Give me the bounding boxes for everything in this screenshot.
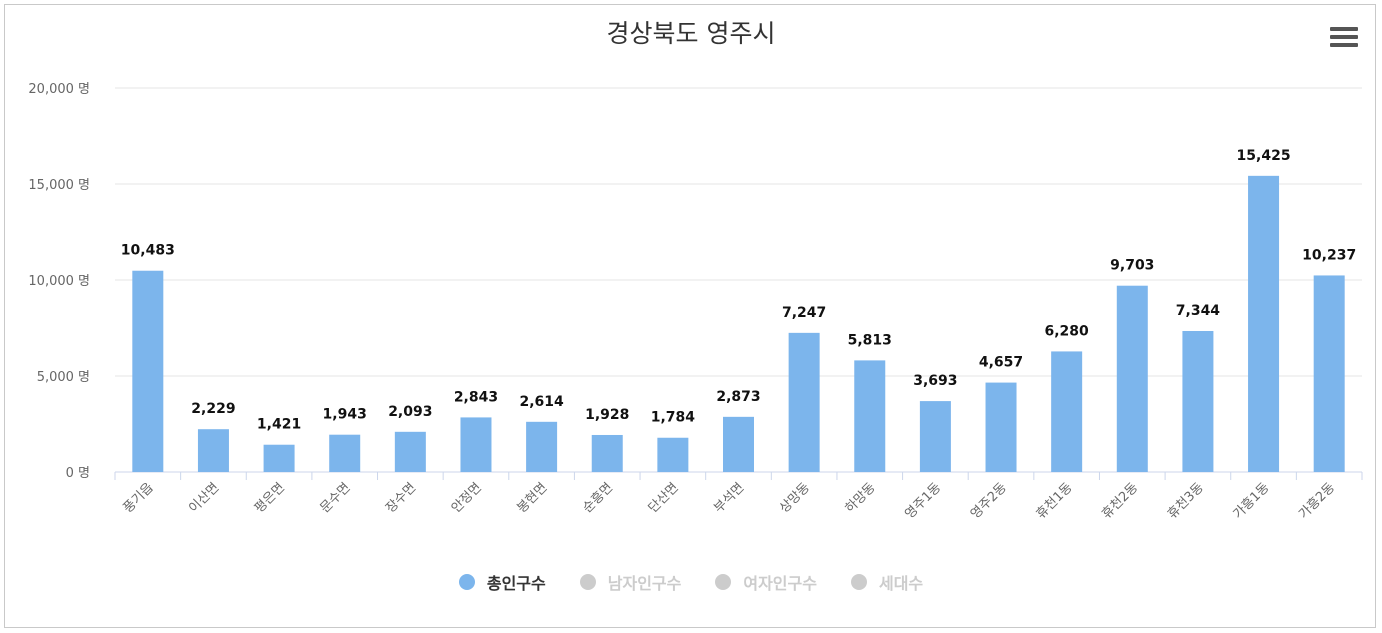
x-tick-label: 단산면	[646, 480, 682, 516]
legend-label: 세대수	[878, 574, 924, 593]
bar[interactable]	[657, 437, 689, 472]
data-label: 2,873	[716, 389, 760, 405]
legend-marker-icon	[579, 574, 596, 590]
x-tick-label: 안정면	[449, 480, 485, 516]
bar[interactable]	[1051, 351, 1083, 472]
x-tick-label: 상망동	[777, 480, 813, 516]
legend-marker-icon	[850, 574, 867, 590]
data-label: 7,344	[1176, 303, 1221, 319]
bar[interactable]	[1313, 275, 1345, 472]
y-tick-label: 10,000 명	[28, 274, 90, 289]
legend-marker-icon	[458, 574, 475, 590]
y-tick-label: 5,000 명	[37, 370, 90, 385]
x-tick-label: 영주2동	[968, 480, 1010, 522]
y-tick-label: 20,000 명	[28, 82, 90, 97]
bar[interactable]	[263, 444, 295, 472]
data-label: 1,784	[651, 410, 696, 426]
x-tick-label: 장수면	[383, 480, 419, 516]
data-label: 15,425	[1237, 148, 1291, 164]
legend-label: 총인구수	[486, 574, 546, 593]
x-tick-label: 평은면	[252, 480, 288, 516]
x-tick-label: 휴천2동	[1099, 480, 1141, 522]
bar[interactable]	[985, 382, 1017, 472]
x-tick-label: 문수면	[318, 480, 354, 516]
data-label: 2,229	[191, 401, 235, 417]
data-label: 7,247	[782, 305, 826, 321]
data-label: 5,813	[848, 332, 892, 348]
bar[interactable]	[723, 416, 754, 472]
bar[interactable]	[788, 332, 820, 472]
data-label: 6,280	[1045, 323, 1090, 339]
data-label: 3,693	[913, 373, 957, 389]
chart-legend: 총인구수 남자인구수 여자인구수 세대수	[0, 570, 1382, 594]
hamburger-menu-icon[interactable]	[1330, 27, 1358, 51]
x-tick-label: 이산면	[186, 480, 222, 516]
chart-title: 경상북도 영주시	[606, 19, 776, 48]
y-tick-label: 0 명	[66, 466, 90, 481]
data-label: 1,928	[585, 407, 629, 423]
x-tick-label: 가흥2동	[1296, 480, 1338, 522]
data-label: 1,943	[323, 407, 367, 423]
bar[interactable]	[1182, 330, 1214, 472]
x-tick-label: 순흥면	[580, 480, 616, 516]
x-tick-label: 휴천3동	[1165, 480, 1207, 522]
legend-item[interactable]: 총인구수	[458, 570, 546, 594]
bar[interactable]	[1116, 285, 1148, 472]
legend-item[interactable]: 여자인구수	[715, 570, 817, 594]
legend-item[interactable]: 남자인구수	[579, 570, 682, 594]
data-label: 2,843	[454, 389, 498, 405]
x-tick-label: 가흥1동	[1231, 480, 1273, 522]
legend-label: 남자인구수	[607, 574, 682, 593]
bar[interactable]	[526, 421, 558, 472]
data-label: 1,421	[257, 417, 301, 433]
x-tick-label: 하망동	[843, 480, 879, 516]
y-tick-label: 15,000 명	[28, 178, 90, 193]
data-label: 10,237	[1302, 247, 1356, 263]
x-tick-label: 부석면	[711, 480, 747, 516]
bar[interactable]	[460, 417, 492, 472]
x-tick-label: 휴천1동	[1034, 480, 1076, 522]
bar[interactable]	[132, 270, 164, 472]
data-label: 9,703	[1110, 258, 1154, 274]
bar[interactable]	[197, 429, 229, 472]
bar[interactable]	[854, 360, 886, 472]
bar[interactable]	[1248, 175, 1280, 472]
bar[interactable]	[919, 401, 951, 472]
x-tick-label: 영주1동	[902, 480, 944, 522]
data-label: 2,614	[519, 394, 564, 410]
data-label: 2,093	[388, 404, 432, 420]
bar[interactable]	[394, 431, 426, 472]
bar[interactable]	[329, 434, 361, 472]
bar[interactable]	[591, 434, 623, 472]
data-label: 10,483	[121, 243, 175, 259]
legend-item[interactable]: 세대수	[850, 570, 924, 594]
data-label: 4,657	[979, 355, 1023, 371]
menu-line	[1330, 43, 1358, 47]
legend-marker-icon	[715, 574, 732, 590]
legend-label: 여자인구수	[743, 574, 817, 593]
x-tick-label: 봉현면	[514, 480, 550, 516]
menu-line	[1330, 27, 1358, 31]
x-tick-label: 풍기읍	[121, 480, 157, 516]
menu-line	[1330, 35, 1358, 39]
